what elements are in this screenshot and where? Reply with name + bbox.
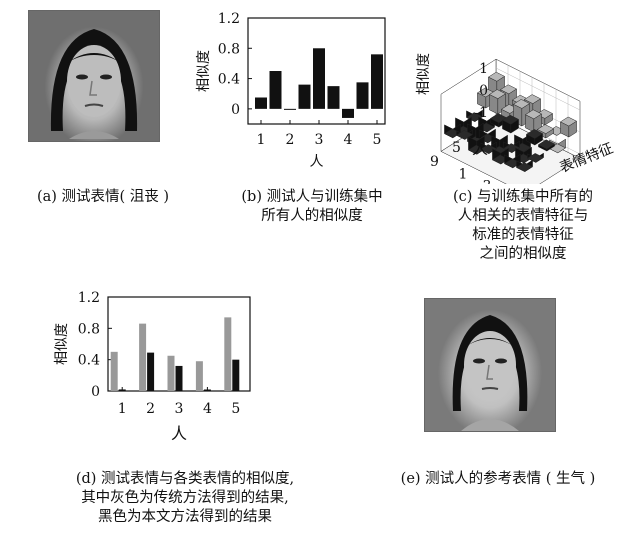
x-tick-label: 1 bbox=[257, 132, 266, 148]
x-tick-label: 5 bbox=[231, 401, 240, 417]
caption-c-line-2: 人相关的表情特征与 bbox=[418, 207, 628, 226]
bar-series-2 bbox=[204, 390, 211, 392]
caption-e: (e) 测试人的参考表情 ( 生气 ) bbox=[378, 470, 618, 489]
person-tick-label: 9 bbox=[430, 154, 439, 170]
v-tick-label: 1 bbox=[479, 61, 488, 77]
caption-d-line-3: 黑色为本文方法得到的结果 bbox=[40, 508, 330, 527]
bar bbox=[342, 109, 354, 118]
x-tick-label: 3 bbox=[175, 401, 184, 417]
y-tick-label: 0.4 bbox=[218, 72, 240, 88]
y-tick-label: 0.8 bbox=[78, 321, 100, 337]
caption-c-line-3: 标准的表情特征 bbox=[418, 226, 628, 245]
bar bbox=[371, 54, 383, 109]
bar bbox=[284, 109, 296, 110]
bar-series-1 bbox=[224, 317, 231, 391]
x-tick-label: 4 bbox=[344, 132, 353, 148]
y-tick-label: 0.4 bbox=[78, 353, 100, 369]
reference-expression-photo bbox=[424, 298, 556, 432]
y-tick-label: 1.2 bbox=[78, 290, 100, 306]
caption-d-line-2: 其中灰色为传统方法得到的结果, bbox=[40, 489, 330, 508]
feature-tick-label: 1 bbox=[459, 166, 468, 182]
x-tick-label: 1 bbox=[118, 401, 127, 417]
v-tick-label: 0 bbox=[479, 83, 488, 99]
bar bbox=[328, 86, 340, 109]
bar-series-2 bbox=[176, 366, 183, 391]
y-axis-label: 相似度 bbox=[416, 53, 432, 95]
caption-b-line-2: 所有人的相似度 bbox=[212, 207, 412, 226]
caption-b: (b) 测试人与训练集中 所有人的相似度 bbox=[212, 188, 412, 226]
y-tick-label: 1.2 bbox=[218, 11, 240, 27]
caption-c-line-4: 之间的相似度 bbox=[418, 245, 628, 264]
bar-series-1 bbox=[111, 352, 118, 391]
x-axis-label: 人 bbox=[171, 424, 187, 443]
y-tick-label: 0 bbox=[91, 384, 100, 400]
v-tick-label: -1 bbox=[474, 105, 488, 121]
x-tick-label: 4 bbox=[203, 401, 212, 417]
x-tick-label: 2 bbox=[146, 401, 155, 417]
y-tick-label: 0.8 bbox=[218, 41, 240, 57]
y-axis-label: 相似度 bbox=[196, 50, 212, 92]
caption-a: (a) 测试表情( 沮丧 ) bbox=[18, 188, 188, 207]
caption-d-line-1: (d) 测试表情与各类表情的相似度, bbox=[40, 470, 330, 489]
x-tick-label: 2 bbox=[286, 132, 295, 148]
bar bbox=[299, 85, 311, 109]
bar bbox=[313, 48, 325, 109]
bar bbox=[357, 82, 369, 109]
caption-c-line-1: (c) 与训练集中所有的 bbox=[418, 188, 628, 207]
caption-d: (d) 测试表情与各类表情的相似度, 其中灰色为传统方法得到的结果, 黑色为本文… bbox=[40, 470, 330, 527]
y-axis-label: 相似度 bbox=[54, 323, 70, 365]
bar-series-2 bbox=[232, 360, 239, 391]
test-expression-photo bbox=[28, 10, 160, 142]
chart-c-3d: 10-1159135相似度人表情特征 bbox=[410, 4, 635, 184]
x-tick-label: 3 bbox=[315, 132, 324, 148]
y-tick-label: 0 bbox=[231, 102, 240, 118]
bar-series-2 bbox=[147, 353, 154, 391]
bar-series-2 bbox=[119, 389, 126, 391]
bar bbox=[255, 98, 267, 109]
bar bbox=[270, 71, 282, 109]
bar-series-1 bbox=[168, 356, 175, 391]
person-tick-label: 5 bbox=[452, 140, 461, 156]
bar-series-1 bbox=[139, 324, 146, 391]
x-axis-label: 人 bbox=[310, 154, 324, 170]
feature-tick-label: 3 bbox=[483, 178, 492, 184]
bar-series-1 bbox=[196, 361, 203, 391]
caption-b-line-1: (b) 测试人与训练集中 bbox=[212, 188, 412, 207]
x-tick-label: 5 bbox=[373, 132, 382, 148]
caption-c: (c) 与训练集中所有的 人相关的表情特征与 标准的表情特征 之间的相似度 bbox=[418, 188, 628, 264]
x-axis-label: 人 bbox=[472, 139, 488, 158]
face-drawing-e bbox=[425, 299, 555, 431]
face-drawing bbox=[29, 11, 159, 141]
